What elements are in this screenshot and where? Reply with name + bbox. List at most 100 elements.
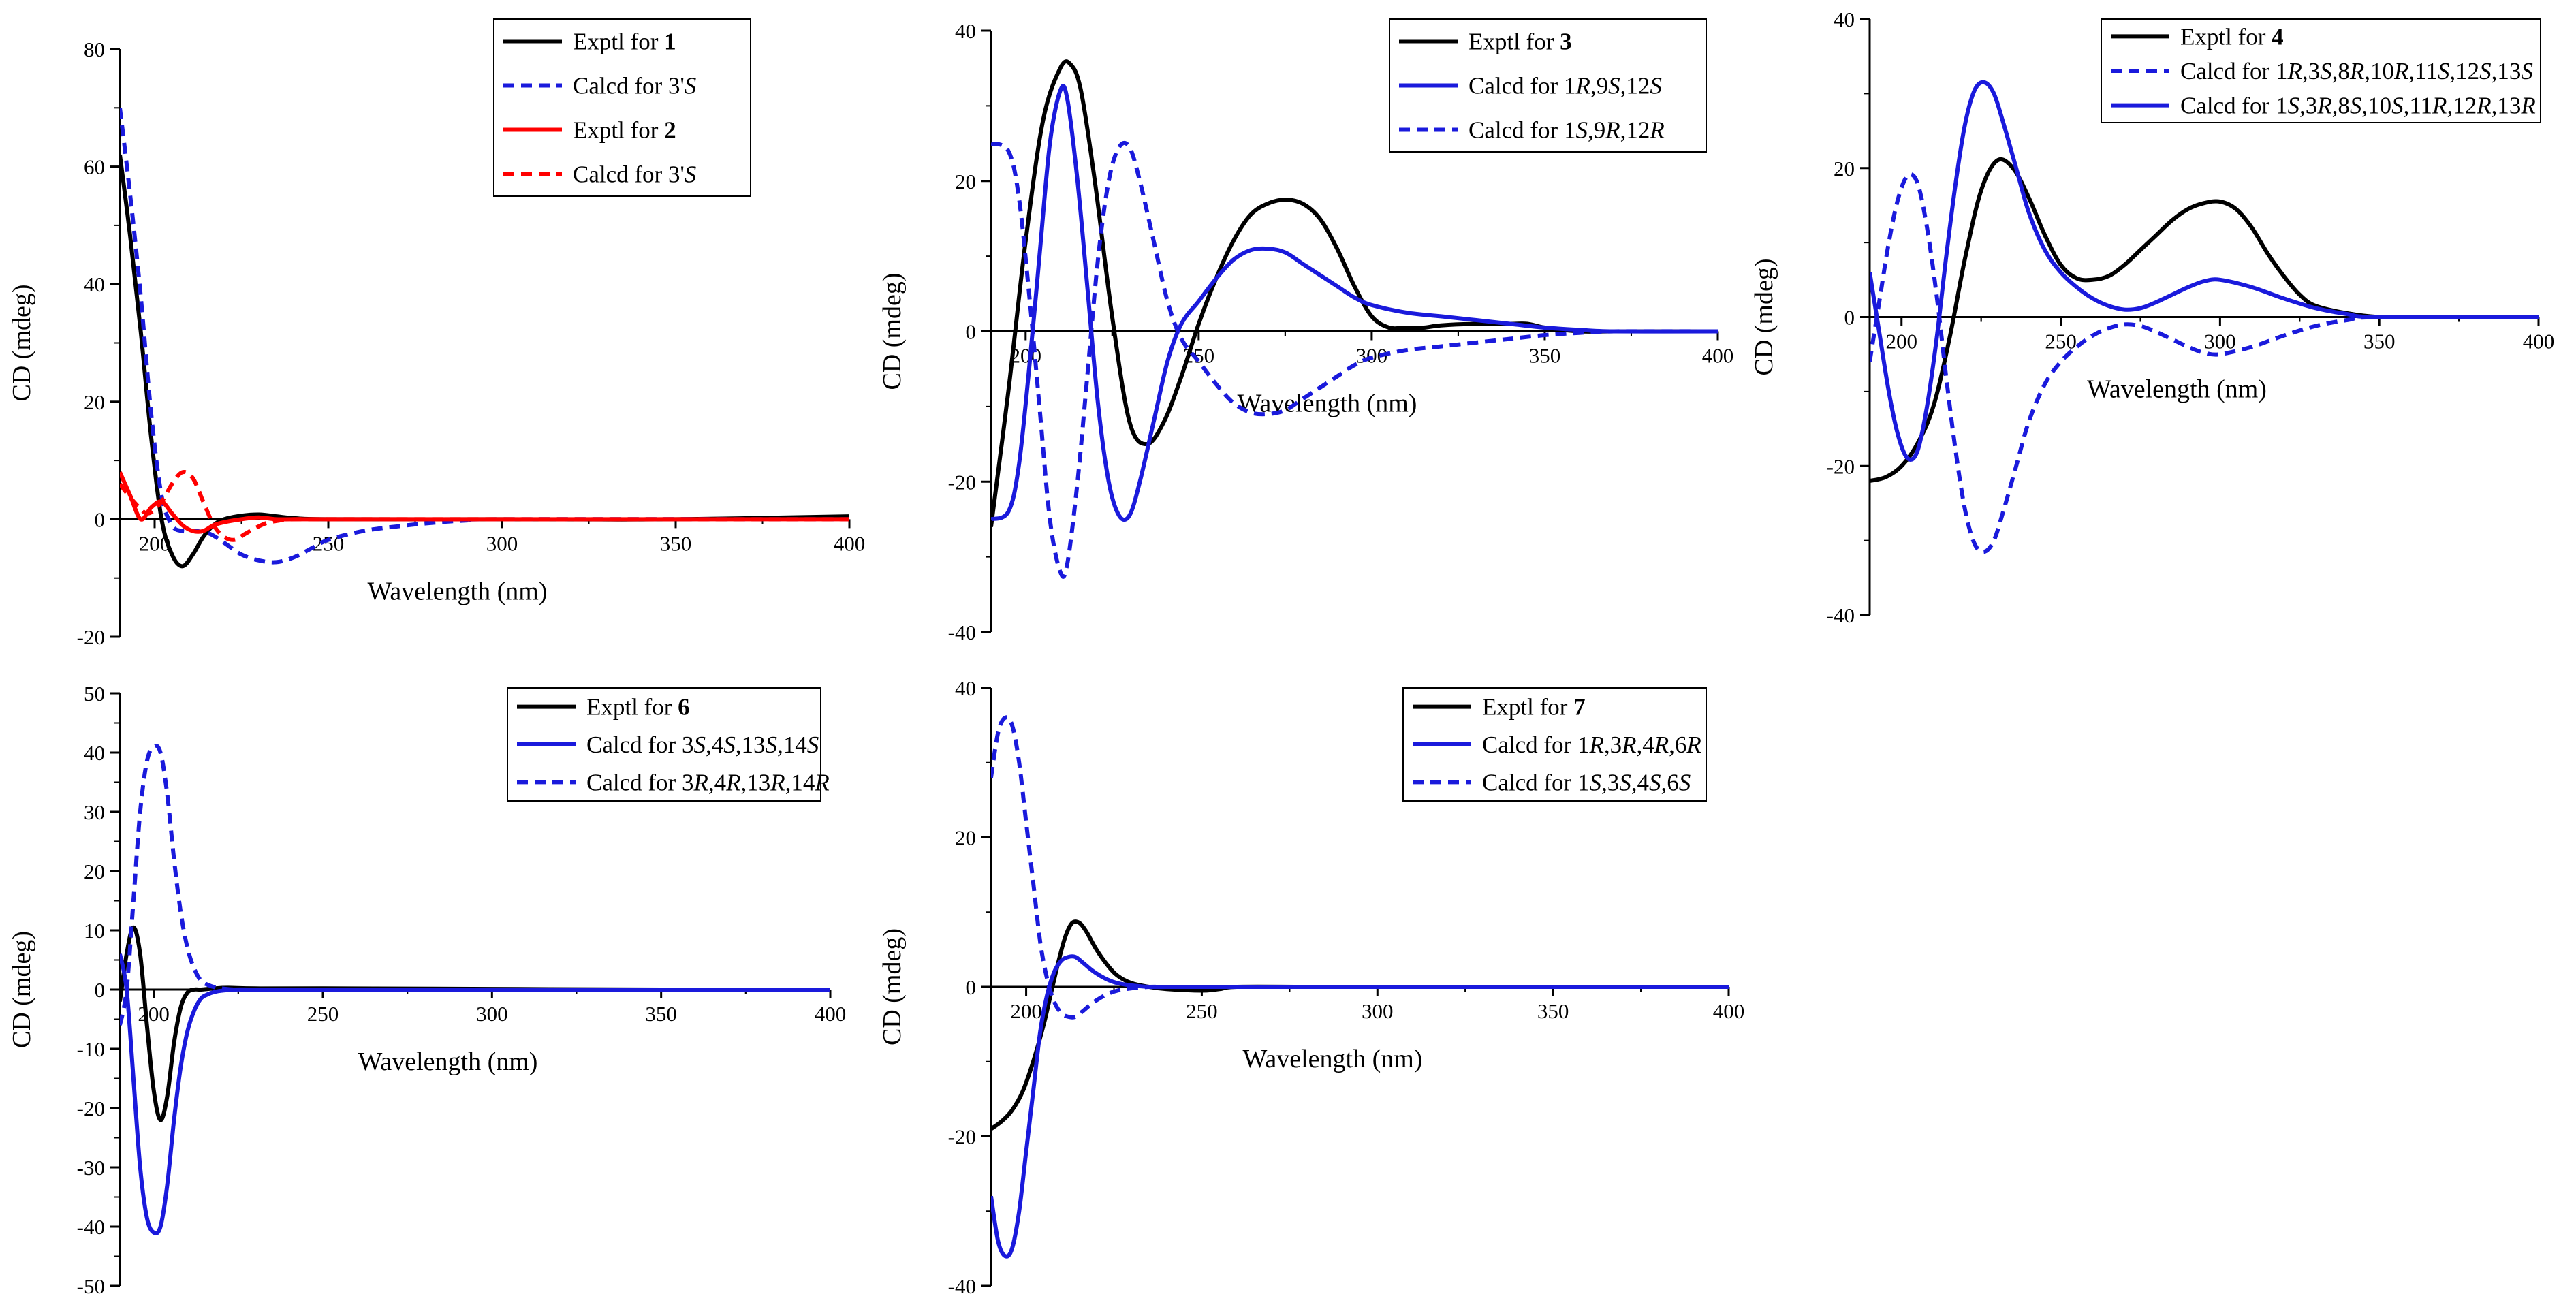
series-line-4 xyxy=(120,470,849,542)
series-line-3 xyxy=(120,471,849,534)
y-tick-label: 0 xyxy=(1844,306,1855,330)
y-tick-label: -10 xyxy=(77,1037,105,1061)
series-group xyxy=(991,59,1718,579)
x-tick-label: 300 xyxy=(476,1002,508,1026)
x-axis-label: Wavelength (nm) xyxy=(2087,375,2267,404)
x-axis-label: Wavelength (nm) xyxy=(358,1047,538,1076)
x-axis-label: Wavelength (nm) xyxy=(1243,1045,1423,1073)
legend-label: Calcd for 3S,4S,13S,14S xyxy=(586,731,819,758)
x-tick-label: 200 xyxy=(138,1002,170,1026)
y-tick-label: 40 xyxy=(1834,7,1855,31)
y-axis-label: CD (mdeg) xyxy=(878,272,907,390)
x-tick-label: 250 xyxy=(307,1002,339,1026)
y-tick-label: -50 xyxy=(77,1274,105,1298)
y-tick-label: 60 xyxy=(84,155,105,179)
y-tick-label: 0 xyxy=(966,975,977,999)
x-tick-label: 250 xyxy=(2045,330,2077,353)
series-line-3 xyxy=(120,744,830,1026)
chart-panel-4: -50 -40 -30 -20 -10 0 10 20 30 40 50 200 250 300 350 40… xyxy=(7,682,846,1298)
y-tick-label: 40 xyxy=(84,272,105,296)
x-tick-label: 350 xyxy=(2363,330,2396,353)
y-tick-label: 20 xyxy=(84,859,105,883)
legend-label: Calcd for 1R,9S,12S xyxy=(1468,73,1662,99)
y-tick-label: 20 xyxy=(1834,157,1855,180)
x-tick-label: 350 xyxy=(1529,344,1561,368)
series-line-1 xyxy=(991,919,1729,1131)
legend: Exptl for 6 Calcd for 3S,4S,13S,14S Calcd … xyxy=(507,687,830,802)
x-axis-label: Wavelength (nm) xyxy=(368,577,548,605)
y-tick-label: 20 xyxy=(84,390,105,414)
y-tick-label: -40 xyxy=(77,1215,105,1239)
y-tick-label: 20 xyxy=(955,826,976,850)
y-tick-label: 10 xyxy=(84,919,105,943)
legend-box xyxy=(493,18,751,197)
y-tick-label: -20 xyxy=(948,1125,976,1149)
y-tick-label: 30 xyxy=(84,800,105,824)
series-group xyxy=(1870,80,2539,554)
legend: Exptl for 7 Calcd for 1R,3R,4R,6R Calcd fo… xyxy=(1402,687,1707,802)
series-line-1 xyxy=(1870,157,2539,484)
x-tick-label: 400 xyxy=(2523,330,2555,353)
x-axis-label: Wavelength (nm) xyxy=(1238,390,1417,418)
series-line-1 xyxy=(991,59,1718,527)
legend-label: Calcd for 1S,3R,8S,10S,11R,12R,13R xyxy=(2180,93,2536,119)
legend-label: Calcd for 3'S xyxy=(573,73,696,99)
legend-label: Calcd for 1R,3S,8R,10R,11S,12S,13S xyxy=(2180,58,2533,84)
legend: Exptl for 4 Calcd for 1R,3S,8R,10R,11S,12… xyxy=(2101,18,2541,123)
series-line-3 xyxy=(991,715,1729,1020)
y-tick-label: -20 xyxy=(77,1097,105,1120)
series-line-2 xyxy=(120,953,830,1235)
series-line-1 xyxy=(120,154,849,569)
y-tick-label: 40 xyxy=(955,676,976,700)
y-tick-label: 40 xyxy=(84,741,105,765)
x-tick-label: 300 xyxy=(2204,330,2236,353)
legend-label: Exptl for 3 xyxy=(1468,29,1572,55)
series-group xyxy=(120,744,830,1235)
y-tick-label: 0 xyxy=(95,507,106,531)
legend-label: Exptl for 7 xyxy=(1482,694,1586,721)
x-tick-label: 400 xyxy=(834,531,866,555)
series-line-2 xyxy=(1870,172,2539,554)
y-tick-label: 50 xyxy=(84,682,105,706)
y-tick-label: 20 xyxy=(955,170,976,193)
legend-label: Exptl for 1 xyxy=(573,29,676,55)
y-tick-label: 80 xyxy=(84,37,105,61)
legend-label: Calcd for 1S,3S,4S,6S xyxy=(1482,769,1691,795)
series-line-3 xyxy=(1870,80,2539,462)
legend-label: Exptl for 6 xyxy=(586,694,690,721)
legend-box xyxy=(2101,18,2541,123)
x-tick-label: 300 xyxy=(486,531,518,555)
series-line-1 xyxy=(120,925,830,1122)
y-axis-label: CD (mdeg) xyxy=(7,931,36,1048)
legend: Exptl for 3 Calcd for 1R,9S,12S Calcd for … xyxy=(1389,18,1707,153)
series-line-2 xyxy=(991,84,1718,522)
chart-panel-5: -40 -20 0 20 40 200 250 300 350 400 Wavelength (nm… xyxy=(878,676,1744,1298)
y-tick-label: 0 xyxy=(966,320,977,344)
legend-label: Calcd for 1S,9R,12R xyxy=(1468,117,1665,144)
x-tick-label: 200 xyxy=(1010,999,1042,1023)
series-group xyxy=(120,107,849,569)
y-tick-label: -40 xyxy=(1827,603,1855,627)
x-tick-label: 250 xyxy=(1186,999,1218,1023)
y-tick-label: 0 xyxy=(95,978,106,1002)
y-axis-label: CD (mdeg) xyxy=(7,284,36,401)
legend-label: Exptl for 4 xyxy=(2180,23,2284,50)
x-tick-label: 350 xyxy=(1537,999,1569,1023)
legend: Exptl for 1 Calcd for 3'S Exptl for 2 Calcd… xyxy=(493,18,751,197)
y-tick-label: -40 xyxy=(948,620,976,644)
x-tick-label: 200 xyxy=(1886,330,1918,353)
series-line-2 xyxy=(991,954,1729,1259)
chart-panel-3: -40 -20 0 20 40 200 250 300 350 400 Wavelength (nm… xyxy=(1750,7,2554,627)
y-tick-label: -30 xyxy=(77,1156,105,1180)
legend-label: Exptl for 2 xyxy=(573,117,676,144)
legend-label: Calcd for 3R,4R,13R,14R xyxy=(586,769,830,795)
y-tick-label: -20 xyxy=(77,625,105,649)
y-tick-label: -20 xyxy=(948,470,976,494)
y-tick-label: -40 xyxy=(948,1274,976,1298)
series-group xyxy=(991,715,1729,1259)
x-tick-label: 400 xyxy=(1702,344,1734,368)
x-tick-label: 300 xyxy=(1362,999,1394,1023)
